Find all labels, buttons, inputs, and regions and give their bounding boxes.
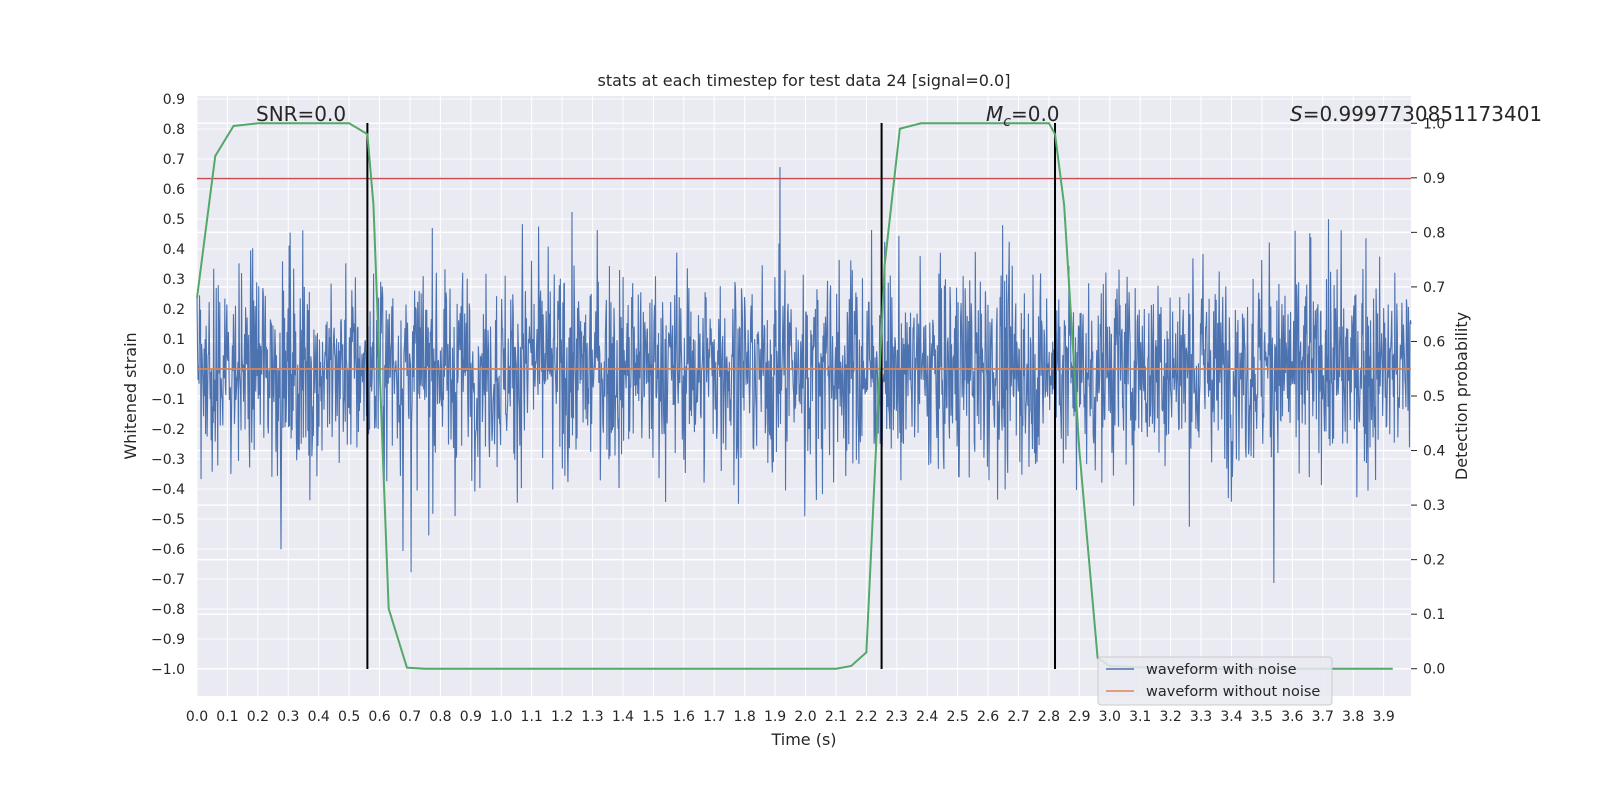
x-tick-label: 3.1: [1129, 709, 1151, 725]
x-tick-label: 2.8: [1038, 709, 1060, 725]
x-tick-label: 2.9: [1068, 709, 1090, 725]
x-tick-label: 1.9: [764, 709, 786, 725]
x-axis-label: Time (s): [770, 730, 836, 749]
x-tick-label: 0.1: [216, 709, 238, 725]
x-tick-label: 0.6: [368, 709, 390, 725]
y2-axis-label: Detection probability: [1452, 312, 1471, 480]
y-tick-label: −0.4: [151, 482, 185, 498]
x-tick-label: 0.5: [338, 709, 360, 725]
y-tick-label: 0.8: [163, 122, 185, 138]
x-tick-label: 2.1: [825, 709, 847, 725]
chirp-mass-value: =0.0: [1011, 102, 1060, 126]
x-tick-label: 3.5: [1251, 709, 1273, 725]
x-tick-label: 2.7: [1007, 709, 1029, 725]
y-tick-label: −1.0: [151, 662, 185, 678]
y2-tick-label: 0.5: [1423, 389, 1445, 405]
x-tick-labels: 0.0 0.1 0.2 0.3 0.4 0.5 0.6 0.7 0.8 0.9 1.0 1.1 1.2 1…: [186, 709, 1395, 725]
y2-tick-label: 0.6: [1423, 334, 1445, 350]
overlay-series: [196, 122, 1411, 670]
y-tick-label: 0.9: [163, 92, 185, 108]
waveform-with-noise-line: [196, 167, 1412, 583]
y-tick-label: 0.3: [163, 272, 185, 288]
score-annotation: S=0.9997730851173401: [1290, 102, 1542, 126]
x-tick-label: 2.5: [947, 709, 969, 725]
x-tick-label: 2.6: [977, 709, 999, 725]
x-tick-label: 1.1: [521, 709, 543, 725]
x-tick-label: 1.3: [581, 709, 603, 725]
y2-tick-label: 0.7: [1423, 280, 1445, 296]
legend-label-noise: waveform with noise: [1146, 662, 1297, 678]
x-tick-label: 2.3: [886, 709, 908, 725]
x-tick-label: 0.8: [429, 709, 451, 725]
y-tick-label: −0.9: [151, 632, 185, 648]
y-tick-label: −0.2: [151, 422, 185, 438]
x-tick-label: 2.4: [916, 709, 938, 725]
x-tick-label: 1.4: [612, 709, 634, 725]
legend: waveform with noise waveform without noi…: [1097, 656, 1333, 706]
x-tick-label: 2.2: [855, 709, 877, 725]
y-tick-label: 0.0: [163, 362, 185, 378]
y-tick-label: −0.3: [151, 452, 185, 468]
x-tick-label: 1.6: [673, 709, 695, 725]
y-tick-label: 0.2: [163, 302, 185, 318]
x-tick-label: 1.7: [703, 709, 725, 725]
x-tick-label: 0.9: [460, 709, 482, 725]
detection-probability-line: [196, 122, 1393, 670]
score-value: =0.9997730851173401: [1303, 102, 1542, 126]
y2-tick-label: 0.0: [1423, 662, 1445, 678]
x-tick-label: 1.5: [642, 709, 664, 725]
x-tick-label: 1.2: [551, 709, 573, 725]
y-tick-label: 0.7: [163, 152, 185, 168]
y2-tick-label: 1.0: [1423, 116, 1445, 132]
x-tick-label: 3.3: [1190, 709, 1212, 725]
chart-title: stats at each timestep for test data 24 …: [598, 71, 1011, 90]
y-tick-label: 0.6: [163, 182, 185, 198]
snr-annotation: SNR=0.0: [256, 102, 346, 126]
y-tick-labels: 0.9 0.8 0.7 0.6 0.5 0.4 0.3 0.2 0.1 0.0 −0.1 −0.2 −0…: [151, 92, 185, 678]
y-tick-label: −0.6: [151, 542, 185, 558]
legend-label-clean: waveform without noise: [1146, 684, 1320, 700]
y2-tick-label: 0.8: [1423, 225, 1445, 241]
x-tick-label: 3.2: [1160, 709, 1182, 725]
y2-tick-label: 0.2: [1423, 553, 1445, 569]
y-tick-label: −0.5: [151, 512, 185, 528]
chirp-mass-subscript: c: [1003, 114, 1011, 130]
x-tick-label: 3.0: [1099, 709, 1121, 725]
y-tick-label: 0.4: [163, 242, 185, 258]
y2-tick-labels: 1.0 0.9 0.8 0.7 0.6 0.5 0.4 0.3 0.2 0.1 0.0: [1411, 116, 1445, 678]
x-tick-label: 1.0: [490, 709, 512, 725]
x-tick-label: 1.8: [734, 709, 756, 725]
x-tick-label: 2.0: [794, 709, 816, 725]
noise-series: [196, 167, 1412, 583]
chirp-mass-annotation: Mc=0.0: [986, 102, 1060, 130]
x-tick-label: 0.7: [399, 709, 421, 725]
x-tick-label: 3.9: [1372, 709, 1394, 725]
y-axis-label: Whitened strain: [121, 332, 140, 459]
y-tick-label: −0.1: [151, 392, 185, 408]
legend-box: [1097, 656, 1333, 706]
chirp-mass-symbol: M: [986, 102, 1003, 126]
x-tick-label: 3.7: [1312, 709, 1334, 725]
score-symbol: S: [1290, 102, 1303, 126]
y-tick-label: −0.8: [151, 602, 185, 618]
x-tick-label: 3.4: [1220, 709, 1242, 725]
x-tick-label: 3.8: [1342, 709, 1364, 725]
y2-tick-label: 0.4: [1423, 444, 1445, 460]
x-tick-label: 0.2: [247, 709, 269, 725]
y2-tick-label: 0.1: [1423, 607, 1445, 623]
x-tick-label: 0.3: [277, 709, 299, 725]
y2-tick-label: 0.3: [1423, 498, 1445, 514]
x-tick-label: 0.0: [186, 709, 208, 725]
y2-tick-label: 0.9: [1423, 171, 1445, 187]
y-tick-label: 0.5: [163, 212, 185, 228]
y-tick-label: 0.1: [163, 332, 185, 348]
x-tick-label: 3.6: [1281, 709, 1303, 725]
y-tick-label: −0.7: [151, 572, 185, 588]
x-tick-label: 0.4: [308, 709, 330, 725]
